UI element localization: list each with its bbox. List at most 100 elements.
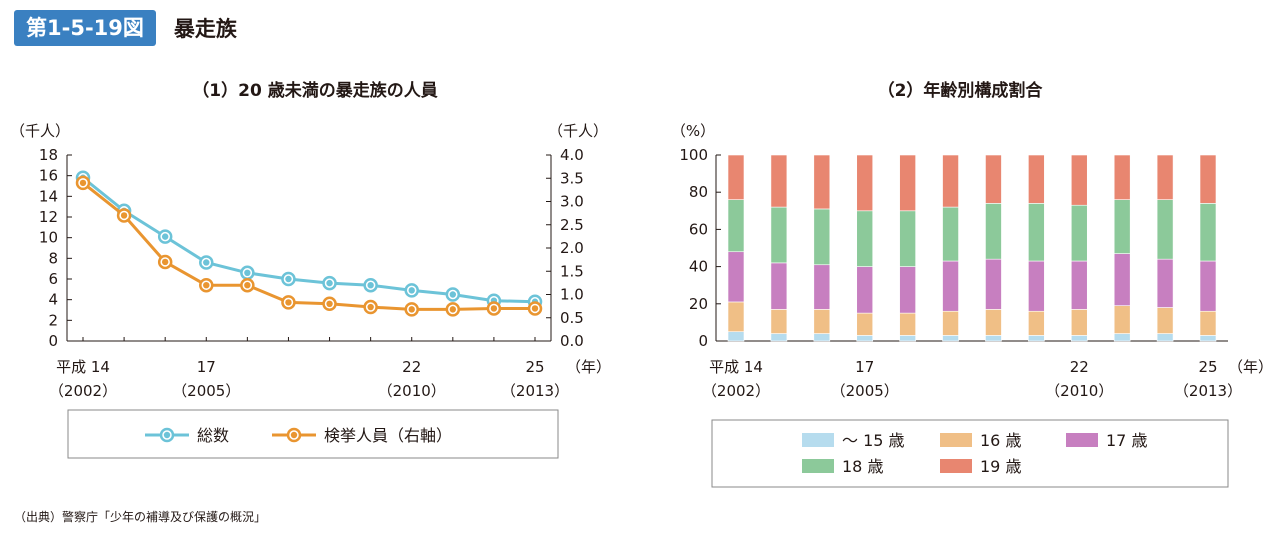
left-y-tick-label: 0 <box>48 332 58 350</box>
legend-label: 16 歳 <box>980 431 1021 450</box>
stacked-bar-segment <box>1028 260 1045 312</box>
series-line-arrested <box>82 181 535 311</box>
stacked-bar-segment <box>1028 154 1045 204</box>
stacked-bar-segment <box>985 154 1002 204</box>
data-point-core <box>326 300 333 307</box>
right-y-tick-label: 1.0 <box>560 286 584 304</box>
stacked-bar-segment <box>727 154 745 200</box>
left-y-tick-label: 8 <box>48 249 58 267</box>
bar-y-tick-label: 20 <box>689 295 708 313</box>
bar-x-tick-label: 17 <box>855 358 874 376</box>
stacked-bar-segment <box>985 335 1002 342</box>
data-point-core <box>79 179 87 187</box>
stacked-bar-segment <box>1156 333 1174 342</box>
legend-label: 18 歳 <box>842 457 883 476</box>
bar-x-tick-label: 22 <box>1070 358 1089 376</box>
bar-x-tick-year: （2002） <box>702 382 770 400</box>
stacked-bar-segment <box>899 266 916 314</box>
stacked-bar-segment <box>985 309 1002 336</box>
right-y-tick-label: 1.5 <box>560 262 584 280</box>
data-point-core <box>203 282 210 289</box>
stacked-bar-segment <box>1156 154 1174 200</box>
data-point-core <box>120 212 128 219</box>
stacked-bar-segment <box>1113 333 1131 342</box>
stacked-bar-segment <box>856 154 874 212</box>
data-point-core <box>203 259 210 266</box>
bar-y-tick-label: 60 <box>689 220 708 238</box>
bar-x-tick-year: （2013） <box>1174 382 1242 400</box>
stacked-bar-segment <box>985 258 1002 310</box>
right-axis-unit: （千人） <box>548 122 608 140</box>
stacked-bar-segment <box>1070 309 1088 336</box>
stacked-bar-segment <box>1199 154 1217 204</box>
stacked-bar-segment <box>1113 305 1131 334</box>
bar-y-tick-label: 40 <box>689 258 708 276</box>
stacked-bar-segment <box>1113 199 1131 254</box>
stacked-bar-segment <box>813 154 831 210</box>
legend-label: 19 歳 <box>980 457 1021 476</box>
series-line-total <box>82 176 536 304</box>
data-point-core <box>244 269 251 276</box>
right-y-tick-label: 3.0 <box>560 193 584 211</box>
bar-chart-title: （2）年齢別構成割合 <box>878 80 1044 101</box>
stacked-bar-segment <box>942 154 959 208</box>
stacked-bar-segment <box>899 154 916 212</box>
line-x-tick-year: （2002） <box>49 382 117 400</box>
line-x-tick-label: 平成 14 <box>56 358 110 376</box>
bar-y-tick-label: 80 <box>689 183 708 201</box>
data-point-core <box>449 291 457 298</box>
stacked-bar-segment <box>813 208 831 266</box>
bar-x-tick-year: （2010） <box>1045 382 1113 400</box>
figure-title: 暴走族 <box>173 17 237 41</box>
figure-number-badge: 第1-5-19図 <box>14 10 156 46</box>
data-point-core <box>490 305 498 312</box>
data-point-core <box>161 258 169 266</box>
right-y-tick-label: 0.5 <box>560 309 584 327</box>
right-y-tick-label: 4.0 <box>560 146 584 164</box>
data-point-core <box>449 306 457 313</box>
stacked-bar-segment <box>770 262 788 310</box>
stacked-bar-segment <box>770 333 788 342</box>
line-x-tick-label: 22 <box>402 358 421 376</box>
stacked-bar-segment <box>770 206 788 264</box>
data-point-core <box>161 233 169 240</box>
bar-y-tick-label: 100 <box>679 146 708 164</box>
stacked-bar-segment <box>942 310 959 336</box>
stacked-bar-segment <box>985 203 1002 260</box>
stacked-bar-segment <box>1156 258 1174 308</box>
stacked-bar-segment <box>899 312 916 336</box>
stacked-bar-segment <box>899 335 916 342</box>
right-y-tick-label: 2.5 <box>560 216 584 234</box>
line-x-tick-label: 25 <box>525 358 544 376</box>
left-y-tick-label: 4 <box>48 291 58 309</box>
line-chart-panel: （1）20 歳未満の暴走族の人員 （千人） （千人） （年） 0 2 4 6 8 10 12… <box>10 80 611 459</box>
left-y-tick-label: 10 <box>39 229 58 247</box>
stacked-bar-chart-panel: （2）年齢別構成割合 （%） （年） 0 20 40 60 80 100 平成 14 （200… <box>671 80 1273 488</box>
legend-swatch <box>802 433 834 447</box>
data-point-core <box>285 275 292 283</box>
data-point-core <box>408 287 415 294</box>
bar-y-tick-label: 0 <box>698 332 708 350</box>
line-x-tick-year: （2005） <box>172 382 240 400</box>
left-y-tick-label: 14 <box>39 187 58 205</box>
figure-header: 第1-5-19図 暴走族 <box>14 10 237 46</box>
left-y-tick-label: 12 <box>39 208 58 226</box>
stacked-bar-segment <box>727 331 745 342</box>
legend-swatch <box>802 459 834 473</box>
data-point-core <box>244 282 251 289</box>
legend-swatch-marker-core <box>163 431 171 439</box>
left-y-tick-label: 18 <box>39 146 58 164</box>
stacked-bar-segment <box>1028 335 1045 342</box>
source-note: （出典）警察庁「少年の補導及び保護の概況」 <box>14 510 267 524</box>
stacked-bar-segment <box>856 335 874 342</box>
stacked-bar-segment <box>1113 253 1131 306</box>
stacked-bar-segment <box>899 210 916 267</box>
legend-swatch <box>940 433 972 447</box>
stacked-bar-segment <box>1156 307 1174 334</box>
legend-label: ～ 15 歳 <box>842 431 905 450</box>
data-point-core <box>367 303 374 311</box>
right-y-tick-label: 3.5 <box>560 169 584 187</box>
line-chart-title: （1）20 歳未満の暴走族の人員 <box>192 80 437 101</box>
stacked-bar-segment <box>727 301 745 333</box>
